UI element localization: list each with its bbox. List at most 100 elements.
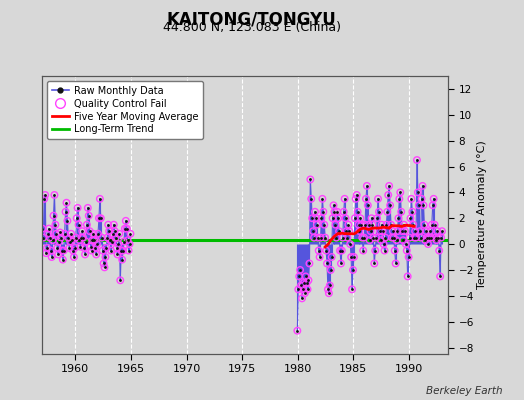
Point <box>305 260 313 267</box>
Point <box>57 234 65 241</box>
Point <box>406 215 414 222</box>
Point <box>67 230 75 237</box>
Point <box>336 247 344 254</box>
Point <box>116 277 125 284</box>
Point <box>335 228 343 234</box>
Point <box>52 230 60 237</box>
Point <box>306 176 314 183</box>
Point <box>363 183 371 189</box>
Point <box>113 251 122 258</box>
Point <box>325 290 333 296</box>
Point <box>101 254 110 260</box>
Point <box>331 222 340 228</box>
Point <box>431 234 440 241</box>
Point <box>93 241 101 247</box>
Point <box>296 267 304 273</box>
Point <box>397 208 406 215</box>
Point <box>365 237 374 244</box>
Point <box>55 238 63 245</box>
Point <box>80 245 89 251</box>
Point <box>380 247 389 254</box>
Point <box>316 234 325 241</box>
Point <box>355 228 364 234</box>
Point <box>64 234 72 241</box>
Point <box>73 205 82 211</box>
Point <box>72 234 80 241</box>
Point <box>306 176 314 183</box>
Point <box>416 228 424 234</box>
Point <box>435 247 443 254</box>
Point <box>96 215 105 222</box>
Point <box>436 273 444 280</box>
Point <box>75 237 84 244</box>
Point <box>326 267 335 273</box>
Point <box>373 215 381 222</box>
Point <box>367 215 376 222</box>
Point <box>357 222 366 228</box>
Point <box>380 247 389 254</box>
Point <box>425 234 433 241</box>
Point <box>411 228 419 234</box>
Point <box>329 202 337 208</box>
Point <box>425 234 433 241</box>
Point <box>73 205 82 211</box>
Point <box>118 256 126 263</box>
Point <box>300 280 308 286</box>
Point <box>297 282 305 289</box>
Point <box>48 237 57 244</box>
Point <box>47 247 55 254</box>
Point <box>414 202 423 208</box>
Point <box>379 241 388 247</box>
Point <box>97 234 106 241</box>
Point <box>420 222 429 228</box>
Point <box>418 183 427 189</box>
Point <box>313 234 322 241</box>
Point <box>317 215 325 222</box>
Point <box>337 247 346 254</box>
Point <box>68 237 76 244</box>
Point <box>394 215 402 222</box>
Point <box>422 228 430 234</box>
Point <box>430 196 438 202</box>
Point <box>342 228 351 234</box>
Point <box>112 234 120 241</box>
Point <box>112 245 121 251</box>
Point <box>97 234 106 241</box>
Point <box>308 215 316 222</box>
Point <box>419 202 428 208</box>
Point <box>102 245 111 251</box>
Point <box>381 234 390 241</box>
Point <box>65 245 73 251</box>
Point <box>348 286 356 292</box>
Point <box>406 234 414 241</box>
Point <box>310 234 318 241</box>
Point <box>420 222 429 228</box>
Point <box>384 192 392 198</box>
Point <box>414 189 422 196</box>
Point <box>377 237 385 244</box>
Point <box>430 222 439 228</box>
Point <box>370 260 378 267</box>
Point <box>303 286 312 292</box>
Point <box>56 229 64 236</box>
Point <box>391 260 400 267</box>
Point <box>297 282 305 289</box>
Point <box>401 228 409 234</box>
Point <box>324 286 332 292</box>
Point <box>301 290 309 296</box>
Point <box>428 222 436 228</box>
Point <box>53 245 61 251</box>
Point <box>59 256 67 263</box>
Point <box>303 286 312 292</box>
Point <box>119 247 127 254</box>
Point <box>92 251 101 258</box>
Point <box>377 222 386 228</box>
Point <box>328 254 336 260</box>
Point <box>94 230 102 237</box>
Point <box>394 215 402 222</box>
Point <box>313 222 321 228</box>
Point <box>92 251 101 258</box>
Point <box>417 234 425 241</box>
Point <box>108 238 116 245</box>
Point <box>394 228 402 234</box>
